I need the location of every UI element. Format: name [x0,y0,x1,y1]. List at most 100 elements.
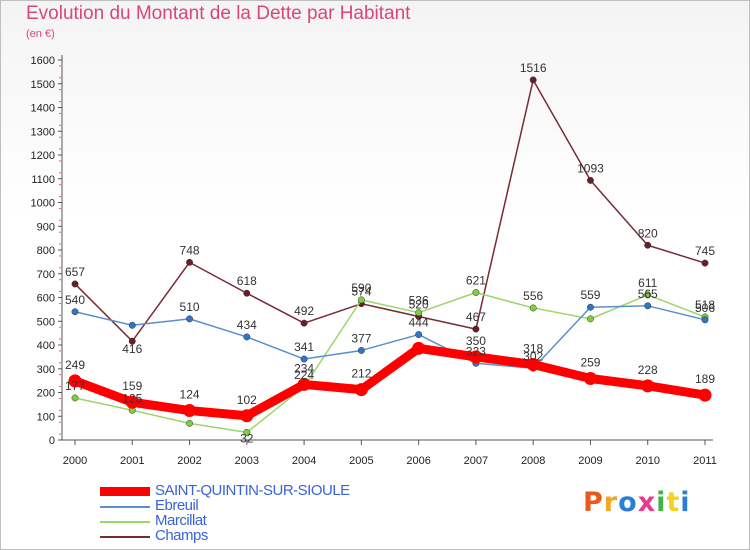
data-label: 820 [638,226,658,240]
data-label: 444 [409,316,429,330]
y-tick-label: 1200 [31,150,55,162]
y-tick-label: 300 [37,364,55,376]
data-point [644,291,652,299]
y-tick-label: 600 [37,293,55,305]
data-label: 416 [122,342,142,356]
x-tick-label: 2009 [578,455,602,467]
data-label: 536 [409,294,429,308]
data-point [529,76,537,84]
data-label: 177 [65,379,85,393]
brand-letter: i [656,487,667,518]
data-label: 518 [695,298,715,312]
x-tick-label: 2010 [635,455,659,467]
data-label: 618 [237,274,257,288]
data-point [587,315,594,323]
x-tick-label: 2004 [292,455,316,467]
data-point [469,350,483,364]
legend-swatch [100,536,150,538]
legend-swatch [100,521,150,523]
data-point [357,347,365,354]
data-point [243,289,251,297]
data-point [186,315,193,323]
data-point [300,319,308,327]
data-label: 318 [523,341,543,355]
legend-label: Champs [155,527,208,544]
y-tick-label: 1100 [31,174,55,186]
x-tick-label: 2007 [464,455,488,467]
legend-label: SAINT-QUINTIN-SUR-SIOULE [155,482,350,499]
data-point [128,337,136,345]
data-point [186,258,193,266]
chart-subtitle: (en €) [26,28,55,40]
data-label: 212 [351,367,371,381]
data-point [300,355,308,363]
data-label: 657 [65,265,85,279]
brand-letter: t [666,487,681,518]
y-tick-label: 900 [37,221,55,233]
x-tick-label: 2002 [177,455,201,467]
legend-swatch [100,487,150,496]
data-label: 556 [523,289,543,303]
series-line [74,79,706,342]
data-label: 249 [65,358,85,372]
data-point [641,379,655,393]
data-point [125,395,139,409]
legend-swatch [100,506,150,508]
data-point [587,303,594,311]
data-label: 590 [351,281,371,295]
x-tick-label: 2000 [63,455,87,467]
data-label: 224 [294,368,314,382]
data-label: 323 [466,344,486,358]
data-point [472,289,480,296]
series-line [70,343,710,421]
data-label: 228 [638,363,658,377]
data-label: 32 [240,431,254,445]
x-tick-label: 2003 [235,455,259,467]
y-tick-label: 0 [49,435,55,447]
data-point [472,325,480,333]
legend-label: Ebreuil [155,497,199,514]
x-tick-label: 2008 [521,455,545,467]
data-label: 520 [409,298,429,312]
data-label: 745 [695,244,715,258]
data-label: 434 [237,318,257,332]
data-point [701,316,709,324]
data-label: 748 [180,243,200,257]
data-label: 259 [580,355,600,369]
data-label: 159 [122,379,142,393]
data-point [587,176,594,184]
y-tick-label: 1500 [31,79,55,91]
data-label: 540 [65,293,85,307]
series-line [74,305,706,370]
series-line [74,291,706,434]
brand-letter: P [583,487,604,518]
y-tick-label: 700 [37,269,55,281]
data-point [71,280,79,288]
data-point [357,296,365,304]
data-point [186,419,193,427]
data-point [128,321,136,329]
data-point [701,259,709,267]
data-label: 559 [580,288,600,302]
data-label: 377 [351,331,371,345]
data-point [240,409,254,423]
y-tick-label: 200 [37,388,55,400]
data-label: 102 [237,393,257,407]
chart-title: Evolution du Montant de la Dette par Hab… [26,3,411,24]
brand-letter: r [603,487,619,518]
y-tick-label: 400 [37,340,55,352]
data-point [583,371,597,385]
brand-logo: Proxiti [583,487,691,518]
legend-label: Marcillat [155,512,207,529]
x-tick-label: 2001 [120,455,144,467]
data-point [644,302,652,310]
data-label: 124 [180,388,200,402]
data-labels: 657 416 748 618 492 574 520 467 1516 1093 820 745 17… [65,61,715,445]
y-tick-label: 100 [37,411,55,423]
data-label: 234 [294,361,314,375]
data-label: 506 [695,301,715,315]
brand-letter: x [637,487,657,518]
data-label: 341 [294,340,314,354]
y-tick-label: 1400 [31,103,55,115]
